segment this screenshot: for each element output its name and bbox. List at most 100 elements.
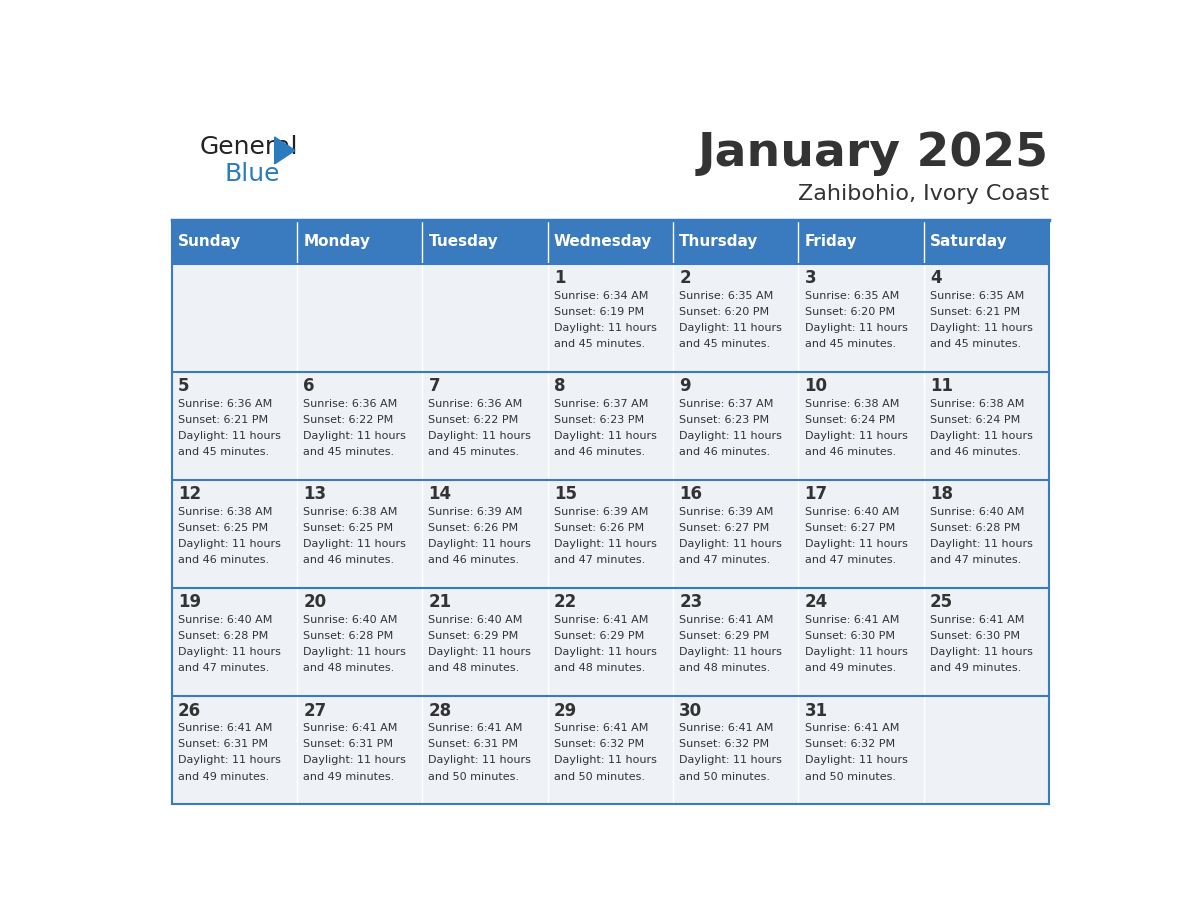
Text: Daylight: 11 hours: Daylight: 11 hours	[804, 539, 908, 549]
Text: 21: 21	[429, 593, 451, 611]
Text: Sunset: 6:19 PM: Sunset: 6:19 PM	[554, 307, 644, 317]
Text: Sunrise: 6:40 AM: Sunrise: 6:40 AM	[429, 615, 523, 625]
Polygon shape	[274, 137, 295, 164]
Text: 3: 3	[804, 269, 816, 287]
Text: Sunrise: 6:37 AM: Sunrise: 6:37 AM	[554, 398, 649, 409]
Text: Daylight: 11 hours: Daylight: 11 hours	[303, 539, 406, 549]
Text: Sunset: 6:31 PM: Sunset: 6:31 PM	[303, 739, 393, 749]
Text: and 49 minutes.: and 49 minutes.	[303, 771, 394, 781]
Bar	[171, 219, 297, 263]
Bar	[672, 696, 798, 804]
Text: Sunset: 6:31 PM: Sunset: 6:31 PM	[178, 739, 267, 749]
Text: Sunrise: 6:40 AM: Sunrise: 6:40 AM	[804, 507, 899, 517]
Text: Sunday: Sunday	[178, 234, 241, 249]
Text: 9: 9	[680, 377, 690, 395]
Text: Daylight: 11 hours: Daylight: 11 hours	[554, 539, 657, 549]
Bar	[171, 588, 297, 696]
Bar	[548, 480, 672, 588]
Text: and 46 minutes.: and 46 minutes.	[680, 447, 770, 457]
Bar	[672, 480, 798, 588]
Bar	[798, 480, 923, 588]
Text: Sunrise: 6:40 AM: Sunrise: 6:40 AM	[930, 507, 1024, 517]
Text: and 47 minutes.: and 47 minutes.	[804, 555, 896, 565]
Text: Daylight: 11 hours: Daylight: 11 hours	[680, 431, 782, 441]
Text: Daylight: 11 hours: Daylight: 11 hours	[680, 539, 782, 549]
Text: Daylight: 11 hours: Daylight: 11 hours	[554, 431, 657, 441]
Text: Daylight: 11 hours: Daylight: 11 hours	[429, 647, 531, 657]
Text: and 46 minutes.: and 46 minutes.	[303, 555, 394, 565]
Text: Sunrise: 6:39 AM: Sunrise: 6:39 AM	[429, 507, 523, 517]
Bar	[923, 696, 1049, 804]
Text: Sunset: 6:24 PM: Sunset: 6:24 PM	[930, 415, 1020, 425]
Text: Sunset: 6:29 PM: Sunset: 6:29 PM	[429, 632, 519, 641]
Text: Daylight: 11 hours: Daylight: 11 hours	[804, 431, 908, 441]
Bar	[548, 263, 672, 372]
Text: 4: 4	[930, 269, 942, 287]
Text: Daylight: 11 hours: Daylight: 11 hours	[930, 539, 1032, 549]
Bar	[422, 588, 548, 696]
Text: Sunrise: 6:41 AM: Sunrise: 6:41 AM	[554, 615, 649, 625]
Bar	[923, 588, 1049, 696]
Bar	[798, 219, 923, 263]
Text: 24: 24	[804, 593, 828, 611]
Bar	[672, 263, 798, 372]
Text: 14: 14	[429, 486, 451, 503]
Text: and 45 minutes.: and 45 minutes.	[429, 447, 519, 457]
Text: and 47 minutes.: and 47 minutes.	[554, 555, 645, 565]
Text: and 45 minutes.: and 45 minutes.	[680, 339, 770, 349]
Text: Friday: Friday	[804, 234, 858, 249]
Bar	[297, 480, 422, 588]
Bar	[171, 263, 297, 372]
Text: Sunrise: 6:41 AM: Sunrise: 6:41 AM	[178, 723, 272, 733]
Text: Sunrise: 6:35 AM: Sunrise: 6:35 AM	[804, 291, 899, 300]
Text: Daylight: 11 hours: Daylight: 11 hours	[930, 431, 1032, 441]
Text: Daylight: 11 hours: Daylight: 11 hours	[804, 647, 908, 657]
Bar	[548, 219, 672, 263]
Text: 11: 11	[930, 377, 953, 395]
Text: Sunrise: 6:38 AM: Sunrise: 6:38 AM	[930, 398, 1024, 409]
Text: Daylight: 11 hours: Daylight: 11 hours	[680, 323, 782, 333]
Text: and 50 minutes.: and 50 minutes.	[429, 771, 519, 781]
Text: Daylight: 11 hours: Daylight: 11 hours	[178, 756, 280, 766]
Text: and 47 minutes.: and 47 minutes.	[178, 664, 268, 674]
Text: and 45 minutes.: and 45 minutes.	[930, 339, 1020, 349]
Text: Daylight: 11 hours: Daylight: 11 hours	[804, 323, 908, 333]
Bar	[548, 696, 672, 804]
Text: Sunrise: 6:41 AM: Sunrise: 6:41 AM	[804, 615, 899, 625]
Text: Blue: Blue	[225, 162, 280, 185]
Bar	[923, 219, 1049, 263]
Bar	[297, 588, 422, 696]
Text: 27: 27	[303, 701, 327, 720]
Text: Sunset: 6:28 PM: Sunset: 6:28 PM	[178, 632, 268, 641]
Text: Sunset: 6:32 PM: Sunset: 6:32 PM	[804, 739, 895, 749]
Bar	[548, 372, 672, 480]
Text: 31: 31	[804, 701, 828, 720]
Text: and 50 minutes.: and 50 minutes.	[680, 771, 770, 781]
Text: Monday: Monday	[303, 234, 371, 249]
Bar	[548, 588, 672, 696]
Bar	[297, 263, 422, 372]
Text: and 48 minutes.: and 48 minutes.	[303, 664, 394, 674]
Text: Sunset: 6:23 PM: Sunset: 6:23 PM	[680, 415, 770, 425]
Text: Sunrise: 6:34 AM: Sunrise: 6:34 AM	[554, 291, 649, 300]
Text: Sunset: 6:21 PM: Sunset: 6:21 PM	[178, 415, 268, 425]
Text: Sunrise: 6:41 AM: Sunrise: 6:41 AM	[930, 615, 1024, 625]
Text: Sunrise: 6:36 AM: Sunrise: 6:36 AM	[429, 398, 523, 409]
Text: 16: 16	[680, 486, 702, 503]
Text: Daylight: 11 hours: Daylight: 11 hours	[554, 756, 657, 766]
Text: and 48 minutes.: and 48 minutes.	[554, 664, 645, 674]
Text: Sunset: 6:27 PM: Sunset: 6:27 PM	[680, 523, 770, 533]
Text: Sunset: 6:22 PM: Sunset: 6:22 PM	[303, 415, 393, 425]
Bar	[422, 372, 548, 480]
Text: Sunrise: 6:39 AM: Sunrise: 6:39 AM	[680, 507, 773, 517]
Text: Sunset: 6:26 PM: Sunset: 6:26 PM	[429, 523, 519, 533]
Bar	[923, 372, 1049, 480]
Bar	[422, 263, 548, 372]
Text: Tuesday: Tuesday	[429, 234, 498, 249]
Text: and 45 minutes.: and 45 minutes.	[178, 447, 268, 457]
Text: Daylight: 11 hours: Daylight: 11 hours	[178, 647, 280, 657]
Text: and 45 minutes.: and 45 minutes.	[554, 339, 645, 349]
Bar	[798, 263, 923, 372]
Text: Thursday: Thursday	[680, 234, 759, 249]
Text: 1: 1	[554, 269, 565, 287]
